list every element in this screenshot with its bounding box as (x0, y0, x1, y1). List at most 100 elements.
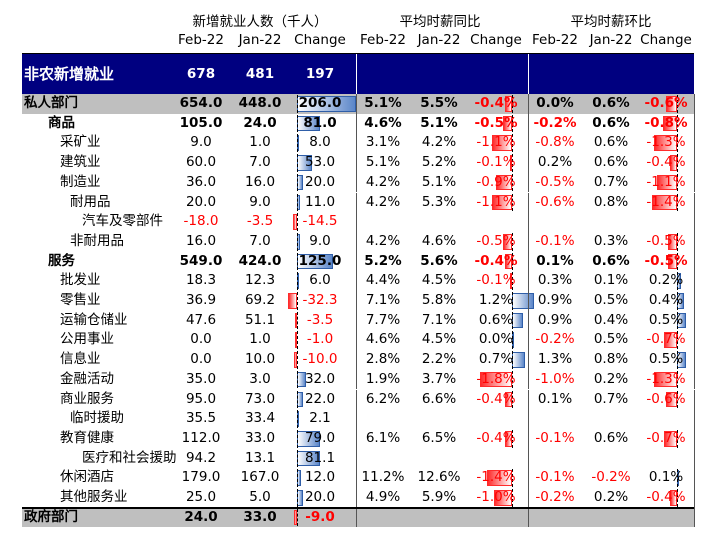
column-separator (694, 172, 695, 193)
data-bar (294, 509, 297, 526)
column-separator (528, 251, 529, 272)
table-cell (584, 508, 638, 528)
table-cell: 4.9% (365, 489, 401, 505)
table-cell: 4.4% (365, 272, 401, 289)
column-separator (356, 310, 357, 331)
table-cell: -0.6% (644, 95, 688, 111)
table-cell: 179.0 (181, 469, 221, 486)
data-bar (669, 490, 677, 506)
table-cell: 20.0 (304, 173, 336, 190)
row-label: 信息业 (60, 351, 101, 368)
table-row: 商业服务 95.0 73.0 22.0 6.2% 6.6% -0.4% 0.1% 0.7% -0.… (22, 389, 695, 410)
bar-axis (297, 154, 298, 172)
table-cell: 5.1% (365, 154, 401, 171)
table-cell: 33.4 (244, 410, 276, 427)
table-cell: -0.8% (535, 134, 575, 151)
bar-axis (297, 193, 298, 212)
row-label: 建筑业 (60, 154, 101, 171)
table-cell: -0.7% (646, 429, 686, 446)
table-cell: 4.2% (365, 193, 401, 210)
table-cell: 6.5% (421, 429, 457, 446)
table-cell: -1.1% (476, 193, 516, 210)
table-cell: 5.0 (249, 489, 271, 505)
bar-axis (677, 95, 678, 113)
table-bottom-border (22, 507, 694, 509)
table-cell: 36.0 (185, 173, 217, 190)
column-separator (694, 428, 695, 449)
table-cell: -0.4% (646, 489, 686, 505)
data-bar (504, 253, 512, 270)
table-cell: 4.2% (365, 173, 401, 190)
table-cell: 0.8% (593, 193, 629, 210)
row-label: 采矿业 (60, 134, 101, 151)
table-cell: 0.0% (536, 95, 574, 111)
table-row: 批发业 18.3 12.3 6.0 4.4% 4.5% -0.1% 0.3% 0.1% 0.2% (22, 271, 695, 291)
column-header: Feb-22 (360, 32, 406, 48)
column-separator (528, 389, 529, 410)
bar-axis (297, 173, 298, 192)
header-divider (22, 53, 694, 54)
table-cell: 0.9% (537, 311, 573, 328)
bar-axis (512, 331, 513, 350)
column-separator (694, 369, 695, 390)
data-bar (503, 233, 512, 250)
bar-axis (677, 232, 678, 251)
table-cell (412, 449, 466, 469)
row-label: 零售业 (60, 292, 101, 308)
column-header: Change (294, 32, 346, 48)
table-cell: 94.2 (185, 449, 217, 466)
table-cell: 16.0 (244, 173, 276, 190)
table-cell: 47.6 (185, 311, 217, 328)
column-separator (694, 488, 695, 508)
table-cell: 1.2% (478, 292, 514, 308)
table-cell: 7.1% (421, 311, 457, 328)
table-row: 政府部门 24.0 33.0 -9.0 (22, 507, 695, 528)
column-separator (528, 54, 529, 94)
table-cell (584, 449, 638, 469)
column-separator (356, 488, 357, 508)
table-cell (528, 212, 582, 232)
table-cell: 81.1 (304, 449, 336, 466)
table-cell (528, 409, 582, 429)
table-cell: 33.0 (244, 429, 276, 446)
bar-axis (512, 173, 513, 192)
table-cell: 11.0 (304, 193, 336, 210)
table-cell: 197 (305, 66, 335, 82)
table-cell: 105.0 (179, 114, 223, 131)
table-cell: -1.0% (535, 370, 575, 387)
bar-axis (297, 114, 298, 133)
data-bar (510, 273, 512, 289)
table-cell: 5.6% (420, 252, 458, 269)
data-bar (666, 391, 677, 408)
data-bar (651, 194, 677, 211)
data-bar (504, 430, 512, 447)
table-cell: 0.3% (593, 232, 629, 249)
column-separator (694, 389, 695, 410)
table-cell (468, 212, 524, 232)
table-cell: 25.0 (185, 489, 217, 505)
table-cell: 1.3% (537, 351, 573, 368)
table-cell: -0.4% (474, 95, 518, 111)
table-cell (468, 54, 524, 94)
table-cell: -1.1% (646, 173, 686, 190)
table-cell: 73.0 (244, 390, 276, 407)
bar-axis (297, 252, 298, 271)
column-header: Change (640, 32, 692, 48)
table-cell: 12.0 (304, 469, 336, 486)
table-cell (528, 54, 582, 94)
table-cell: 1.0 (249, 134, 271, 151)
table-cell: 4.5% (421, 272, 457, 289)
table-cell: -0.5% (476, 232, 516, 249)
table-cell: 0.6% (478, 311, 514, 328)
column-separator (356, 192, 357, 213)
bar-axis (512, 193, 513, 212)
table-cell (412, 409, 466, 429)
table-cell: 6.6% (421, 390, 457, 407)
table-row: 其他服务业 25.0 5.0 20.0 4.9% 5.9% -1.0% -0.2% 0.2% -0… (22, 488, 695, 508)
table-cell: -1.3% (646, 370, 686, 387)
table-cell (356, 508, 410, 528)
column-separator (694, 94, 695, 114)
header-group-employment: 新增就业人数（千人） (192, 14, 328, 30)
data-bar (504, 391, 512, 408)
data-bar (295, 312, 297, 329)
